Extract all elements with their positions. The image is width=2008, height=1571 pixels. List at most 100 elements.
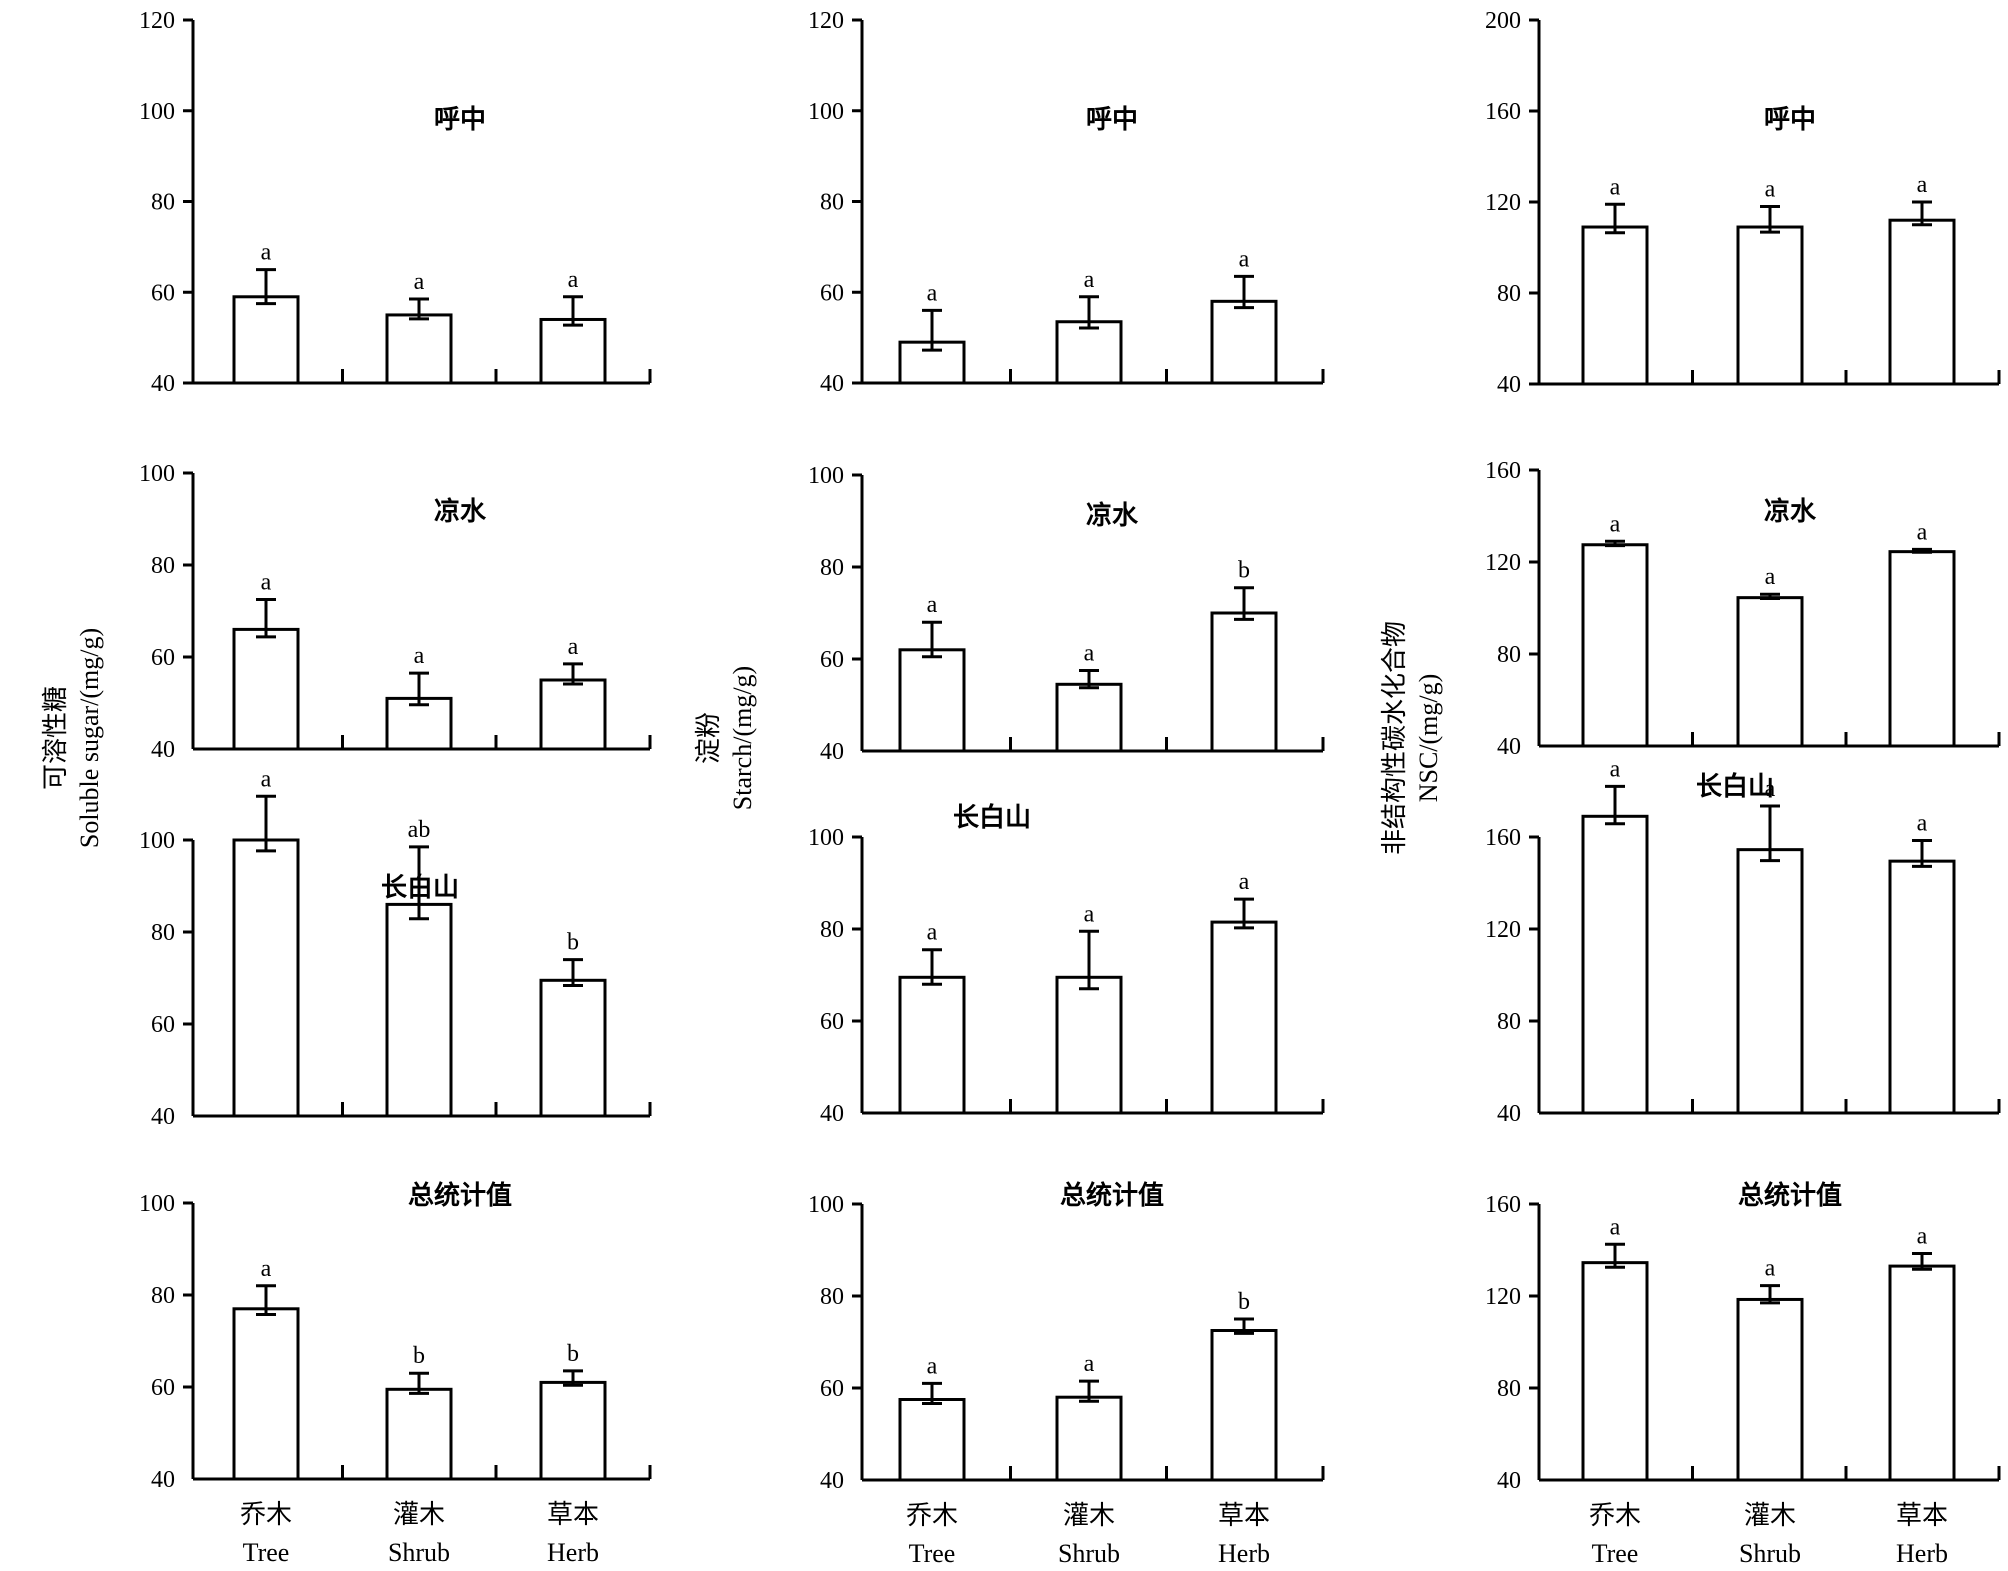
significance-label: a xyxy=(261,766,272,792)
y-tick-label: 100 xyxy=(808,825,844,851)
bar-herb xyxy=(1210,920,1278,1115)
category-label-cn: 灌木 xyxy=(393,1500,445,1529)
significance-label: a xyxy=(414,269,425,295)
bar-shrub xyxy=(385,902,453,1118)
y-tick-label: 60 xyxy=(820,280,844,306)
panel-2: 40 60 80 100 a ab b 长白山 xyxy=(139,766,652,1130)
y-axis-title-en: Soluble sugar/(mg/g) xyxy=(75,628,104,848)
y-tick-label: 100 xyxy=(139,99,175,125)
y-tick-label: 60 xyxy=(151,1012,175,1038)
bar-tree xyxy=(232,295,300,385)
y-tick-label: 40 xyxy=(1497,1468,1521,1494)
panel-1: 40 60 80 100 a a b 凉水 xyxy=(808,463,1325,765)
y-tick-label: 40 xyxy=(1497,372,1521,398)
bar-herb xyxy=(1210,299,1278,385)
panel-0: 40 60 80 100 120 a a a 呼中 xyxy=(808,8,1325,397)
y-tick-label: 160 xyxy=(1485,1192,1521,1218)
significance-label: a xyxy=(261,1256,272,1282)
significance-label: a xyxy=(568,267,579,293)
bar-herb xyxy=(539,1380,607,1481)
y-tick-label: 60 xyxy=(820,1376,844,1402)
y-tick-label: 160 xyxy=(1485,99,1521,125)
y-tick-label: 100 xyxy=(139,1191,175,1217)
y-axis-title: 淀粉 Starch/(mg/g) xyxy=(694,666,757,810)
significance-label: b xyxy=(1238,1289,1250,1315)
panel-title: 长白山 xyxy=(953,802,1031,833)
bar-tree xyxy=(232,627,300,751)
y-axis-title: 非结构性碳水化合物 NSC/(mg/g) xyxy=(1380,621,1443,855)
y-tick-label: 120 xyxy=(808,8,844,34)
category-label-cn: 草本 xyxy=(1896,1501,1948,1530)
significance-label: a xyxy=(261,240,272,266)
significance-label: a xyxy=(1765,177,1776,203)
category-label-en: Herb xyxy=(1218,1539,1270,1568)
bar-shrub xyxy=(1736,225,1804,386)
category-label-cn: 乔木 xyxy=(240,1500,292,1529)
bar-tree xyxy=(1581,1261,1649,1482)
bar-shrub xyxy=(1736,1297,1804,1482)
significance-label: a xyxy=(261,570,272,596)
panel-title: 总统计值 xyxy=(408,1180,512,1211)
y-tick-label: 60 xyxy=(820,647,844,673)
y-tick-label: 200 xyxy=(1485,8,1521,34)
y-tick-label: 80 xyxy=(1497,281,1521,307)
y-tick-label: 120 xyxy=(1485,190,1521,216)
category-label-cn: 灌木 xyxy=(1063,1501,1115,1530)
panel-title: 呼中 xyxy=(1086,105,1138,135)
significance-label: a xyxy=(1765,564,1776,590)
y-tick-label: 80 xyxy=(1497,642,1521,668)
panel-3: 40 80 120 160 a a a 总统计值 xyxy=(1485,1180,2001,1494)
significance-label: a xyxy=(1239,246,1250,272)
panel-title: 凉水 xyxy=(1764,497,1817,527)
bar-shrub xyxy=(1055,1395,1123,1482)
bar-herb xyxy=(1888,550,1956,748)
y-tick-label: 80 xyxy=(820,917,844,943)
significance-label: a xyxy=(927,1353,938,1379)
significance-label: b xyxy=(567,1341,579,1367)
panel-title: 总统计值 xyxy=(1738,1180,1842,1211)
bar-tree xyxy=(232,1307,300,1481)
y-axis-title-cn: 可溶性糖 xyxy=(41,686,70,790)
y-tick-label: 120 xyxy=(1485,1284,1521,1310)
significance-label: a xyxy=(1917,810,1928,836)
y-tick-label: 40 xyxy=(820,1101,844,1127)
bar-shrub xyxy=(1736,848,1804,1115)
category-label-en: Tree xyxy=(243,1538,290,1567)
y-axis-title-en: NSC/(mg/g) xyxy=(1414,674,1443,803)
y-tick-label: 60 xyxy=(151,280,175,306)
panel-0: 40 80 120 160 200 a a a 呼中 xyxy=(1485,8,2001,398)
significance-label: a xyxy=(414,643,425,669)
bar-shrub xyxy=(385,1387,453,1481)
panel-title: 总统计值 xyxy=(1060,1180,1164,1211)
y-axis-title-cn: 淀粉 xyxy=(694,712,723,764)
category-label-cn: 乔木 xyxy=(1589,1501,1641,1530)
y-tick-label: 80 xyxy=(1497,1376,1521,1402)
significance-label: b xyxy=(567,930,579,956)
significance-label: a xyxy=(1917,172,1928,198)
bar-tree xyxy=(232,838,300,1118)
panel-1: 40 80 120 160 a a a 凉水 xyxy=(1485,458,2001,760)
panel-title: 长白山 xyxy=(1696,771,1774,802)
category-label-en: Herb xyxy=(1896,1539,1948,1568)
y-tick-label: 80 xyxy=(820,190,844,216)
significance-label: a xyxy=(1084,267,1095,293)
y-tick-label: 120 xyxy=(1485,917,1521,943)
bar-herb xyxy=(539,678,607,751)
nsc-column: 40 80 120 160 200 a a a 呼中 40 80 120 160 a a a 凉水 40 80 120… xyxy=(1380,8,2001,1568)
bar-tree xyxy=(898,975,966,1115)
panel-0: 40 60 80 100 120 a a a 呼中 xyxy=(139,8,652,397)
y-axis-title-cn: 非结构性碳水化合物 xyxy=(1380,621,1409,855)
significance-label: a xyxy=(1765,1256,1776,1282)
panel-2: 40 60 80 100 a a a 长白山 xyxy=(808,802,1325,1127)
significance-label: b xyxy=(1238,558,1250,584)
category-label-en: Tree xyxy=(1592,1539,1639,1568)
significance-label: a xyxy=(1084,901,1095,927)
category-label-en: Shrub xyxy=(388,1538,450,1567)
significance-label: b xyxy=(413,1343,425,1369)
bar-tree xyxy=(1581,225,1649,386)
y-tick-label: 100 xyxy=(808,463,844,489)
y-tick-label: 80 xyxy=(820,555,844,581)
panel-title: 长白山 xyxy=(381,872,459,903)
significance-label: a xyxy=(927,280,938,306)
